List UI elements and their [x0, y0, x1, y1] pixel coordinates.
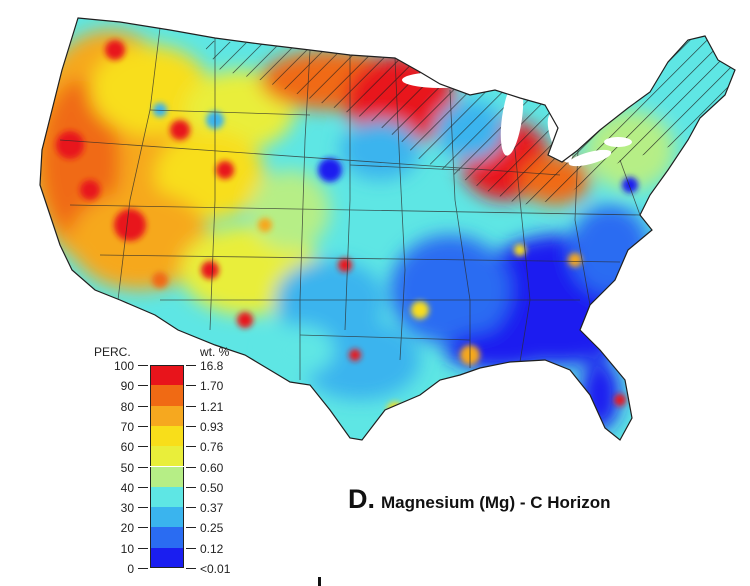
legend-tick — [138, 385, 148, 387]
legend-swatch — [150, 385, 184, 406]
legend-percentile-label: 80 — [120, 399, 134, 414]
legend-percentile-label: 100 — [113, 359, 134, 373]
legend-swatch — [150, 405, 184, 426]
legend-swatch — [150, 466, 184, 487]
legend-tick — [186, 425, 196, 427]
legend-swatch — [150, 446, 184, 467]
legend-percentile-label: 30 — [120, 501, 134, 516]
legend-weight-label: 16.8 — [200, 359, 224, 373]
legend-weight-label: 1.21 — [200, 399, 224, 414]
legend-swatch — [150, 365, 184, 386]
legend-percentile-label: 40 — [120, 480, 134, 495]
legend-percentile-label: 10 — [120, 541, 134, 556]
legend-tick — [138, 365, 148, 366]
legend-tick — [186, 405, 196, 407]
legend-tick — [138, 425, 148, 427]
legend-tick — [186, 527, 196, 529]
legend-tick — [186, 486, 196, 488]
legend-tick — [186, 466, 196, 468]
legend-tick — [186, 365, 196, 366]
legend-percentile-label: 0 — [127, 562, 134, 576]
legend-tick — [138, 405, 148, 407]
legend-swatch — [150, 486, 184, 508]
legend-weight-label: 0.25 — [200, 521, 224, 536]
legend-swatch — [150, 527, 184, 548]
legend-tick — [138, 547, 148, 549]
legend-tick — [186, 547, 196, 549]
legend-percentile-label: 20 — [120, 521, 134, 536]
legend-swatch — [150, 425, 184, 447]
legend-swatch — [150, 507, 184, 528]
legend-tick — [186, 446, 196, 448]
panel-title: D. Magnesium (Mg) - C Horizon — [348, 484, 610, 515]
legend-weight-label: <0.01 — [200, 562, 231, 576]
legend-percentile-header: PERC. — [94, 345, 131, 359]
legend-tick — [138, 507, 148, 509]
legend-tick — [138, 568, 148, 569]
legend-tick — [138, 466, 148, 468]
legend-weight-header: wt. % — [200, 345, 230, 359]
legend-tick — [138, 486, 148, 488]
legend-percentile-label: 70 — [120, 419, 134, 434]
legend-tick — [186, 507, 196, 509]
legend-weight-label: 0.93 — [200, 419, 224, 434]
legend-tick — [138, 527, 148, 529]
panel-letter: D. — [348, 484, 375, 514]
legend-tick — [186, 568, 196, 569]
legend-weight-label: 1.70 — [200, 379, 224, 394]
legend-weight-label: 0.76 — [200, 440, 224, 455]
legend-tick — [186, 385, 196, 387]
legend-tick — [138, 446, 148, 448]
legend-weight-label: 0.12 — [200, 541, 224, 556]
legend-weight-label: 0.50 — [200, 480, 224, 495]
legend-percentile-label: 60 — [120, 440, 134, 455]
hatched-region — [200, 36, 735, 205]
legend-percentile-label: 90 — [120, 379, 134, 394]
legend-weight-label: 0.60 — [200, 460, 224, 475]
color-legend: PERC. wt. % 100 16.8 90 1.70 80 1.21 70 0.93 60 0… — [92, 345, 302, 580]
legend-swatch — [150, 547, 184, 568]
legend-weight-label: 0.37 — [200, 501, 224, 516]
legend-percentile-label: 50 — [120, 460, 134, 475]
panel-title-text: Magnesium (Mg) - C Horizon — [381, 493, 611, 512]
divider-mark — [318, 577, 321, 586]
